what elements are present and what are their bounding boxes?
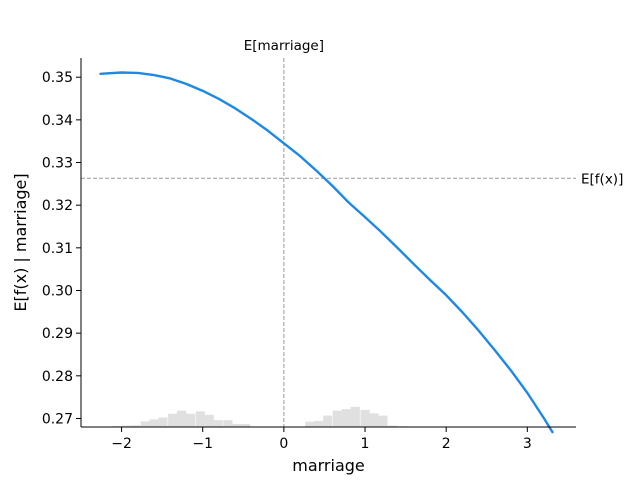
histogram-bar xyxy=(388,425,398,427)
histogram-bar xyxy=(305,421,315,427)
y-tick-label: 0.29 xyxy=(42,326,73,342)
histogram xyxy=(112,406,407,427)
histogram-bar xyxy=(332,410,343,427)
histogram-bar xyxy=(323,415,333,427)
axes xyxy=(80,58,576,428)
y-tick-label: 0.35 xyxy=(42,70,73,86)
y-tick-label: 0.33 xyxy=(42,156,73,172)
histogram-bar xyxy=(204,414,214,427)
histogram-bar xyxy=(241,423,251,427)
x-axis-ticks: −2 −1 0 1 2 3 xyxy=(111,427,532,452)
dependence-curve xyxy=(99,71,554,434)
histogram-bar xyxy=(140,421,150,427)
histogram-bar xyxy=(223,420,233,427)
y-axis-title: E[f(x) | marriage] xyxy=(11,173,30,311)
histogram-bar xyxy=(177,410,187,427)
histogram-bar xyxy=(130,425,140,427)
histogram-bar xyxy=(360,409,370,427)
expected-value-label: E[f(x)] xyxy=(581,171,623,187)
histogram-bar xyxy=(121,425,132,427)
histogram-bar xyxy=(149,419,159,427)
y-tick-label: 0.28 xyxy=(42,369,73,385)
y-tick-label: 0.32 xyxy=(42,198,73,214)
histogram-bar xyxy=(213,420,223,427)
histogram-bar xyxy=(232,423,242,427)
x-tick-label: −2 xyxy=(111,436,132,452)
y-axis-ticks: 0.27 0.28 0.29 0.30 0.31 0.32 0.33 0.34 0.35 xyxy=(42,70,81,427)
x-tick-label: 2 xyxy=(442,436,451,452)
x-tick-label: 3 xyxy=(523,436,532,452)
histogram-bar xyxy=(350,406,360,427)
x-axis-title: marriage xyxy=(292,456,365,475)
y-tick-label: 0.34 xyxy=(42,113,73,129)
histogram-bar xyxy=(158,417,168,427)
x-tick-label: 0 xyxy=(279,436,288,452)
histogram-bar xyxy=(185,413,196,427)
histogram-bar xyxy=(369,413,379,427)
x-tick-label: −1 xyxy=(192,436,213,452)
y-tick-label: 0.31 xyxy=(42,241,73,257)
reference-lines xyxy=(81,58,576,427)
feature-mean-label: E[marriage] xyxy=(244,38,324,54)
histogram-bar xyxy=(314,420,324,427)
histogram-bar xyxy=(195,411,205,427)
y-tick-label: 0.30 xyxy=(42,283,73,299)
histogram-bar xyxy=(168,413,178,427)
histogram-bar xyxy=(378,415,388,427)
x-tick-label: 1 xyxy=(361,436,370,452)
y-tick-label: 0.27 xyxy=(42,411,73,427)
series-line xyxy=(99,71,554,434)
histogram-bar xyxy=(341,409,351,427)
